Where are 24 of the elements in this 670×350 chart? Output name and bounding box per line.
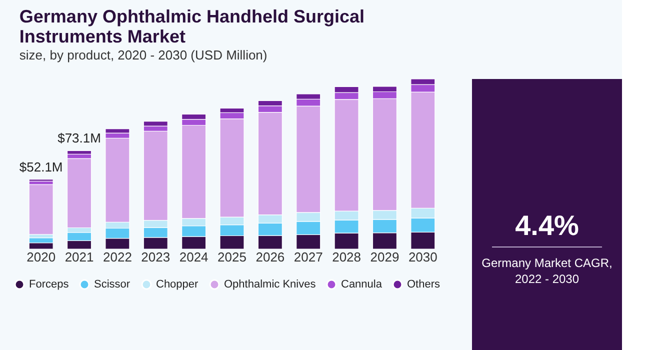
annotation: $52.1M [19,159,63,174]
x-tick-label: 2029 [370,250,400,264]
legend-label: Forceps [29,278,70,291]
x-tick-label: 2021 [64,250,94,264]
text: 4.4% [515,210,580,241]
x-tick-label: 2024 [179,250,208,264]
legend-label: Scissor [94,278,130,291]
text: Germany Market CAGR, 2022 - 2030 [482,256,612,286]
annotation: $73.1M [58,130,101,146]
x-tick-label: 2023 [141,250,170,264]
legend-label: Chopper [156,278,199,291]
legend-label: Ophthalmic Knives [224,278,316,291]
x-tick-label: 2030 [408,250,438,264]
legend-label: Others [407,278,441,291]
x-tick-label: 2026 [256,250,285,264]
chart-title: Germany Ophthalmic Handheld Surgical Instruments Market [19,6,364,47]
bar [28,184,54,235]
legend-label: Cannula [341,278,383,291]
x-tick-label: 2022 [102,250,132,264]
x-tick-label: 2027 [294,250,323,264]
x-tick-label: 2025 [218,250,246,264]
chart-subtitle: size, by product, 2020 - 2030 (USD Million) [19,48,268,63]
x-tick-label: 2028 [332,250,362,264]
x-tick-label: 2020 [26,250,56,264]
